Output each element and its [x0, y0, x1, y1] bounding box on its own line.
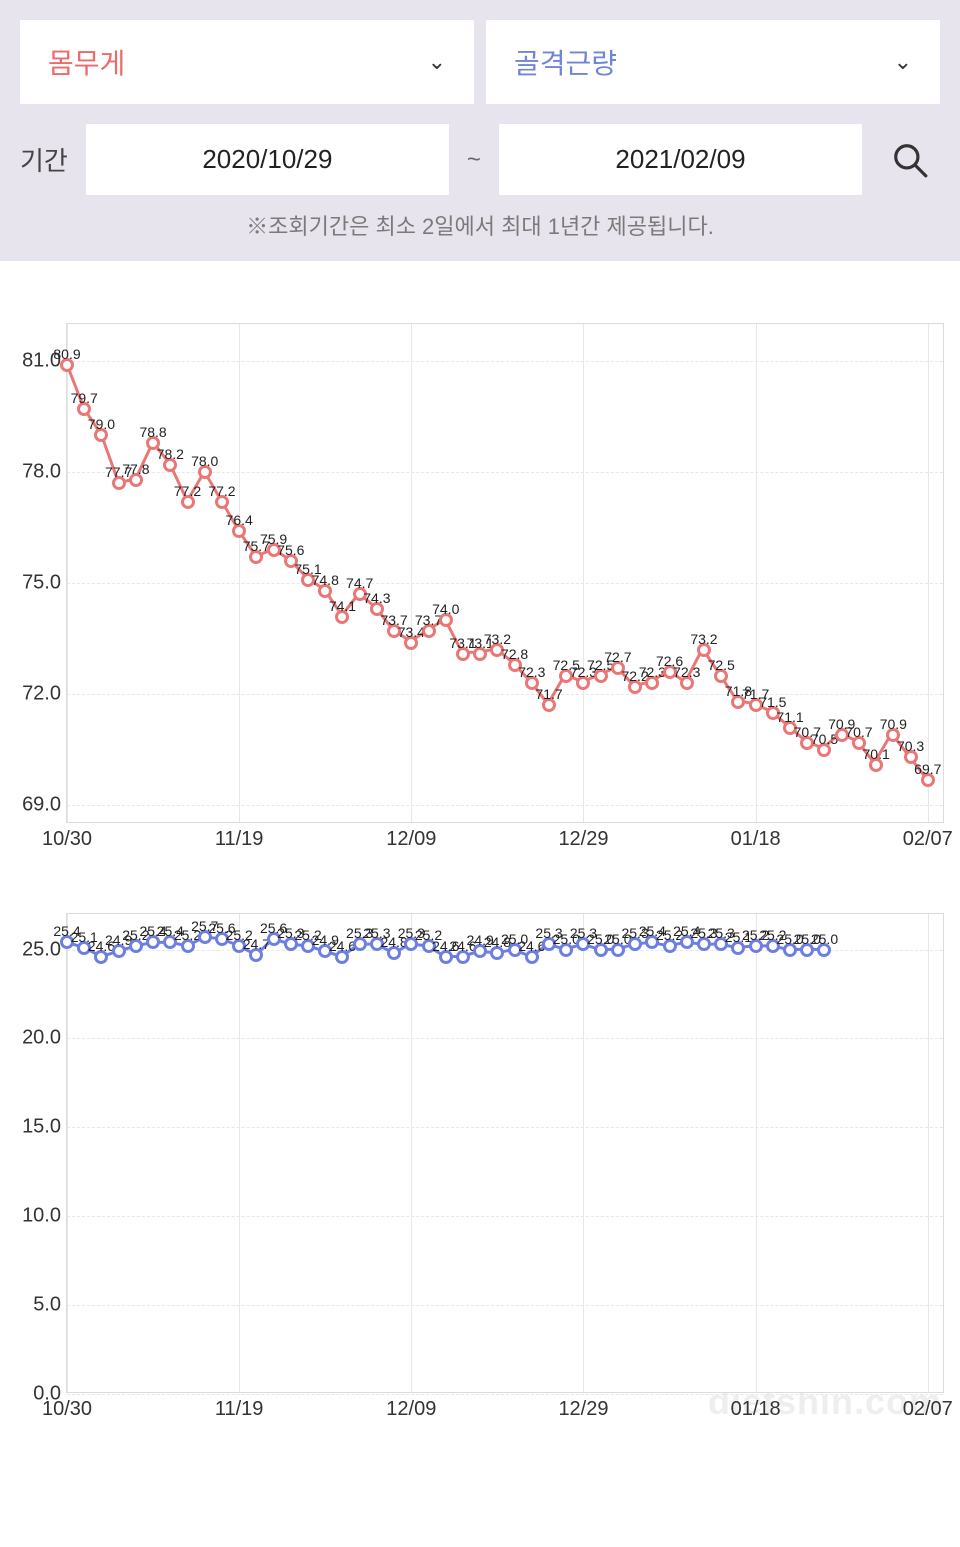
data-point-label: 72.3 [518, 664, 545, 680]
data-point-label: 78.8 [139, 423, 166, 439]
data-point-label: 72.5 [708, 657, 735, 673]
x-axis-label: 12/29 [558, 1392, 608, 1421]
x-axis-label: 02/07 [903, 1392, 953, 1421]
x-axis-label: 01/18 [731, 822, 781, 851]
period-note: ※조회기간은 최소 2일에서 최대 1년간 제공됩니다. [20, 209, 940, 241]
y-axis-label: 0.0 [33, 1383, 67, 1406]
date-to-input[interactable]: 2021/02/09 [499, 124, 862, 195]
y-axis-label: 72.0 [22, 683, 67, 706]
data-point-label: 73.2 [484, 631, 511, 647]
date-from-input[interactable]: 2020/10/29 [86, 124, 449, 195]
weight-chart: 10/3011/1912/0912/2901/1802/0781.078.075… [4, 293, 956, 863]
data-point-label: 79.7 [71, 390, 98, 406]
y-axis-label: 10.0 [22, 1205, 67, 1228]
header-panel: 몸무게 ⌄ 골격근량 ⌄ 기간 2020/10/29 ~ 2021/02/09 … [0, 0, 960, 261]
y-axis-label: 75.0 [22, 572, 67, 595]
data-point-label: 74.8 [312, 571, 339, 587]
data-point-label: 25.0 [811, 930, 838, 946]
data-point-label: 74.3 [363, 590, 390, 606]
data-point-label: 72.7 [604, 649, 631, 665]
x-axis-label: 12/09 [386, 822, 436, 851]
plot-area: 10/3011/1912/0912/2901/1802/0725.020.015… [66, 913, 944, 1393]
data-point-label: 73.2 [690, 631, 717, 647]
metric-dropdown-1[interactable]: 몸무게 ⌄ [20, 20, 474, 104]
data-point-label: 79.0 [88, 416, 115, 432]
data-point-label: 76.4 [226, 512, 253, 528]
date-range-row: 기간 2020/10/29 ~ 2021/02/09 [20, 124, 940, 195]
x-axis-label: 11/19 [215, 822, 264, 851]
data-point-label: 74.0 [432, 601, 459, 617]
y-axis-label: 69.0 [22, 794, 67, 817]
metric-2-label: 골격근량 [514, 42, 617, 82]
data-point-label: 70.9 [880, 716, 907, 732]
data-point-label: 74.1 [329, 597, 356, 613]
data-point-label: 80.9 [53, 346, 80, 362]
data-point-label: 78.2 [157, 446, 184, 462]
dropdown-row: 몸무게 ⌄ 골격근량 ⌄ [20, 20, 940, 104]
metric-dropdown-2[interactable]: 골격근량 ⌄ [486, 20, 940, 104]
range-separator: ~ [467, 146, 481, 174]
data-point-label: 69.7 [914, 760, 941, 776]
y-axis-label: 5.0 [33, 1294, 67, 1317]
data-point-label: 71.1 [776, 709, 803, 725]
y-axis-label: 20.0 [22, 1027, 67, 1050]
muscle-chart: dietshin.com 10/3011/1912/0912/2901/1802… [4, 883, 956, 1433]
data-point-label: 71.7 [535, 686, 562, 702]
data-point-label: 72.3 [673, 664, 700, 680]
x-axis-label: 10/30 [42, 822, 92, 851]
y-axis-label: 15.0 [22, 1116, 67, 1139]
data-point-label: 77.2 [208, 483, 235, 499]
x-axis-label: 02/07 [903, 822, 953, 851]
x-axis-label: 11/19 [215, 1392, 264, 1421]
x-axis-label: 01/18 [731, 1392, 781, 1421]
data-point-label: 75.6 [277, 542, 304, 558]
x-axis-label: 12/29 [558, 822, 608, 851]
data-point-label: 78.0 [191, 453, 218, 469]
search-button[interactable] [880, 130, 940, 190]
data-point-label: 77.2 [174, 483, 201, 499]
plot-area: 10/3011/1912/0912/2901/1802/0781.078.075… [66, 323, 944, 823]
y-axis-label: 78.0 [22, 461, 67, 484]
chevron-down-icon: ⌄ [428, 49, 446, 75]
chart-area: 10/3011/1912/0912/2901/1802/0781.078.075… [0, 261, 960, 1465]
data-point-label: 74.7 [346, 575, 373, 591]
data-point-label: 72.8 [501, 646, 528, 662]
search-icon [891, 141, 929, 179]
metric-1-label: 몸무게 [48, 42, 125, 82]
data-point-label: 70.1 [863, 746, 890, 762]
chevron-down-icon: ⌄ [894, 49, 912, 75]
data-point-label: 77.8 [122, 460, 149, 476]
period-label: 기간 [20, 141, 68, 178]
data-point-label: 71.5 [759, 694, 786, 710]
x-axis-label: 12/09 [386, 1392, 436, 1421]
data-point-label: 70.3 [897, 738, 924, 754]
data-point-label: 70.7 [845, 723, 872, 739]
